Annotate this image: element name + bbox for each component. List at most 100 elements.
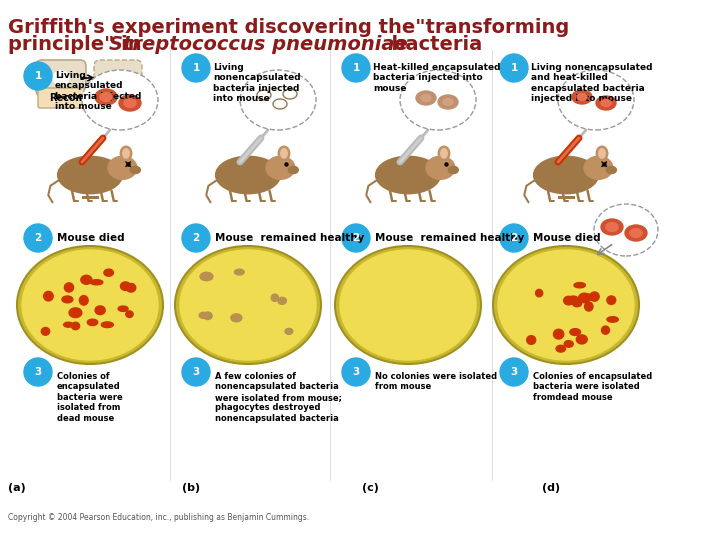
Ellipse shape xyxy=(175,246,321,364)
Ellipse shape xyxy=(203,312,212,320)
Ellipse shape xyxy=(601,219,623,235)
Ellipse shape xyxy=(81,275,92,284)
Circle shape xyxy=(24,224,52,252)
Text: (a): (a) xyxy=(8,483,26,493)
Ellipse shape xyxy=(215,156,280,194)
Text: Mouse died: Mouse died xyxy=(533,233,600,243)
Ellipse shape xyxy=(601,99,611,106)
Text: No colonies were isolated
from mouse: No colonies were isolated from mouse xyxy=(375,372,497,391)
Ellipse shape xyxy=(590,292,599,301)
Ellipse shape xyxy=(288,166,298,173)
Text: Living nonencapsulated
and heat-killed
encapsulated bacteria
injected into mouse: Living nonencapsulated and heat-killed e… xyxy=(531,63,652,103)
Ellipse shape xyxy=(126,284,136,292)
Ellipse shape xyxy=(572,90,592,104)
Text: 2: 2 xyxy=(192,233,199,243)
Text: Heat-killed encapsulated
bacteria injected into
mouse: Heat-killed encapsulated bacteria inject… xyxy=(373,63,500,93)
Ellipse shape xyxy=(607,296,616,305)
Ellipse shape xyxy=(90,280,103,285)
Text: principle" in: principle" in xyxy=(8,35,148,54)
Ellipse shape xyxy=(438,146,450,160)
Ellipse shape xyxy=(558,70,634,130)
Ellipse shape xyxy=(335,246,481,364)
Ellipse shape xyxy=(493,246,639,364)
Circle shape xyxy=(182,358,210,386)
Ellipse shape xyxy=(498,250,634,360)
Text: 3: 3 xyxy=(510,367,518,377)
Text: (c): (c) xyxy=(362,483,379,493)
Ellipse shape xyxy=(527,336,536,345)
Text: Colonies of encapsulated
bacteria were isolated
fromdead mouse: Colonies of encapsulated bacteria were i… xyxy=(533,372,652,402)
Circle shape xyxy=(500,358,528,386)
Ellipse shape xyxy=(41,327,50,335)
Ellipse shape xyxy=(606,166,616,173)
Text: 1: 1 xyxy=(192,63,199,73)
Ellipse shape xyxy=(17,246,163,364)
Text: Mouse  remained healthy: Mouse remained healthy xyxy=(375,233,524,243)
Text: 2: 2 xyxy=(352,233,359,243)
Ellipse shape xyxy=(231,314,242,322)
Ellipse shape xyxy=(266,156,294,179)
Ellipse shape xyxy=(578,293,590,303)
Circle shape xyxy=(342,224,370,252)
Text: 2: 2 xyxy=(35,233,42,243)
Ellipse shape xyxy=(79,295,88,305)
Ellipse shape xyxy=(22,250,158,360)
Ellipse shape xyxy=(536,289,543,297)
Ellipse shape xyxy=(53,71,69,85)
Text: Griffith's experiment discovering the"transforming: Griffith's experiment discovering the"tr… xyxy=(8,18,570,37)
Ellipse shape xyxy=(599,148,606,158)
Circle shape xyxy=(500,54,528,82)
Ellipse shape xyxy=(44,292,53,301)
Ellipse shape xyxy=(576,335,588,344)
Ellipse shape xyxy=(119,95,141,111)
Ellipse shape xyxy=(630,228,642,238)
Circle shape xyxy=(24,358,52,386)
Circle shape xyxy=(342,54,370,82)
Ellipse shape xyxy=(281,148,287,158)
Ellipse shape xyxy=(554,329,564,339)
Ellipse shape xyxy=(95,89,117,105)
Text: 2: 2 xyxy=(510,233,518,243)
Ellipse shape xyxy=(340,250,476,360)
Circle shape xyxy=(182,224,210,252)
Text: 3: 3 xyxy=(192,367,199,377)
Ellipse shape xyxy=(585,294,592,301)
Ellipse shape xyxy=(130,166,140,173)
Ellipse shape xyxy=(601,326,610,334)
Circle shape xyxy=(500,224,528,252)
Text: (b): (b) xyxy=(182,483,200,493)
Ellipse shape xyxy=(278,146,289,160)
Ellipse shape xyxy=(118,306,128,312)
Ellipse shape xyxy=(69,308,82,318)
Ellipse shape xyxy=(572,301,582,307)
Text: Living
encapsulated
bacteria injected
into mouse: Living encapsulated bacteria injected in… xyxy=(55,71,141,111)
Ellipse shape xyxy=(122,148,130,158)
Ellipse shape xyxy=(534,156,598,194)
Ellipse shape xyxy=(108,156,137,179)
Ellipse shape xyxy=(120,282,130,291)
Ellipse shape xyxy=(87,319,98,326)
Ellipse shape xyxy=(82,70,158,130)
Ellipse shape xyxy=(111,72,125,84)
Ellipse shape xyxy=(438,95,458,109)
Text: Copyright © 2004 Pearson Education, inc., publishing as Benjamin Cummings.: Copyright © 2004 Pearson Education, inc.… xyxy=(8,514,309,523)
Text: (d): (d) xyxy=(542,483,560,493)
Ellipse shape xyxy=(426,156,455,179)
Ellipse shape xyxy=(126,311,133,318)
Text: 3: 3 xyxy=(35,367,42,377)
Ellipse shape xyxy=(585,302,593,311)
Ellipse shape xyxy=(564,341,573,347)
Ellipse shape xyxy=(607,316,618,322)
Ellipse shape xyxy=(58,156,122,194)
Ellipse shape xyxy=(577,93,587,100)
Ellipse shape xyxy=(574,282,585,288)
Ellipse shape xyxy=(556,345,565,352)
Ellipse shape xyxy=(570,329,580,335)
Ellipse shape xyxy=(120,146,132,160)
Ellipse shape xyxy=(271,294,279,301)
Text: Recombination: Recombination xyxy=(49,93,131,103)
Ellipse shape xyxy=(376,156,441,194)
Circle shape xyxy=(342,358,370,386)
Text: A few colonies of
nonencapsulated bacteria
were isolated from mouse;
phagocytes : A few colonies of nonencapsulated bacter… xyxy=(215,372,342,423)
Text: bacteria: bacteria xyxy=(378,35,482,54)
